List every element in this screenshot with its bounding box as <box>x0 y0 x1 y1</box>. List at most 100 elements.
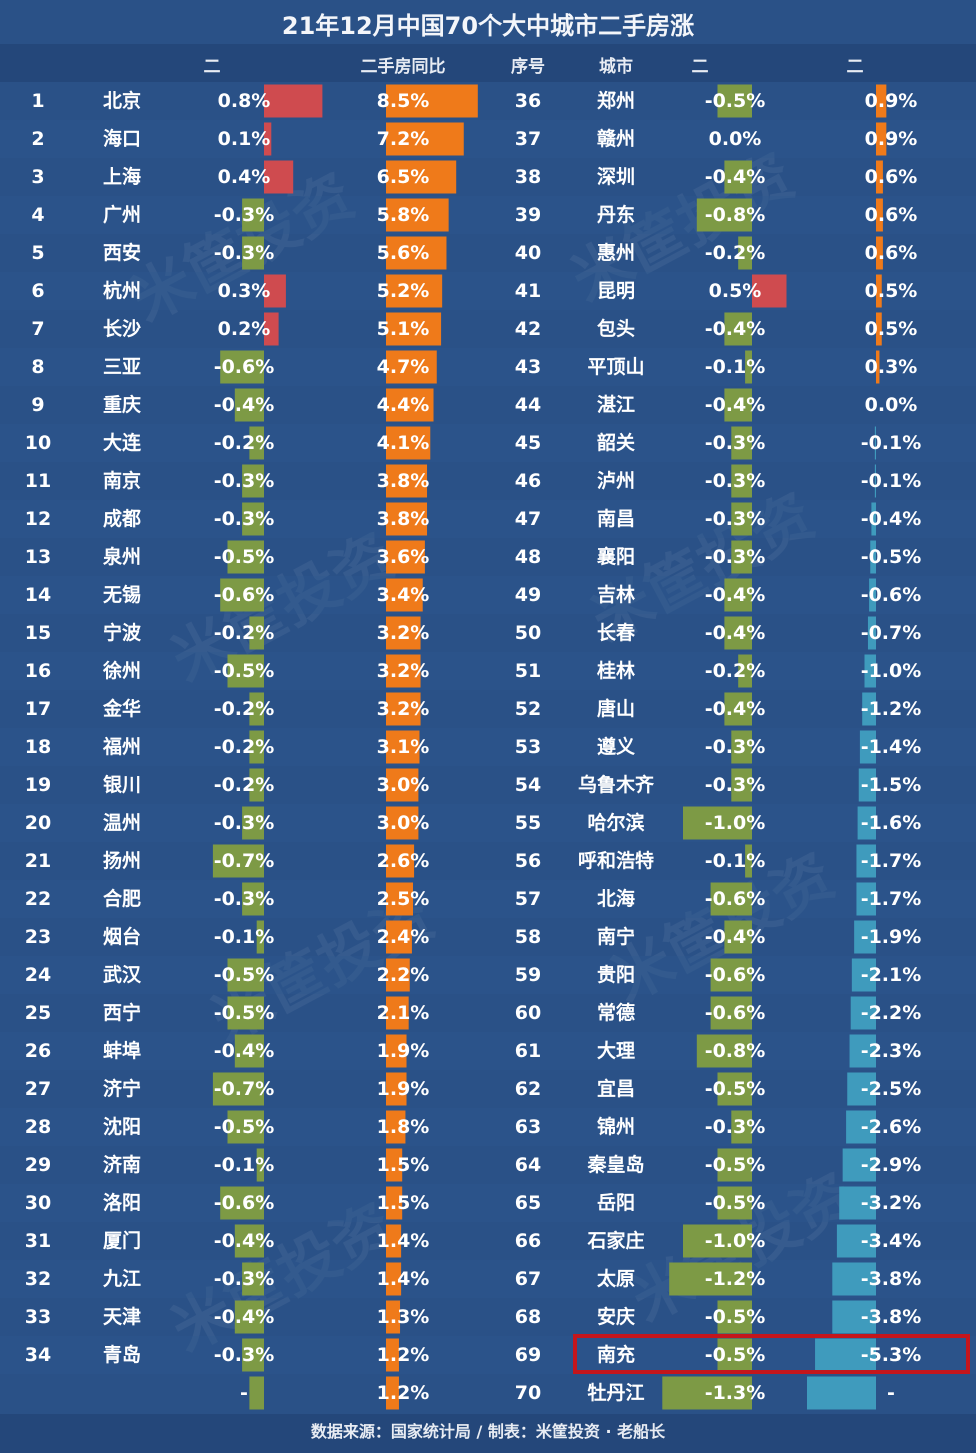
city-label: 平顶山 <box>587 356 644 378</box>
city-label: 丹东 <box>597 203 635 226</box>
city-label: 大理 <box>597 1039 635 1062</box>
mom-value-label: -0.3% <box>214 242 275 264</box>
mom-value-label: -0.1% <box>214 926 275 948</box>
rank-label: 48 <box>515 546 541 568</box>
yoy-value-label: -1.6% <box>861 812 922 834</box>
city-label: 无锡 <box>103 583 141 606</box>
mom-bar <box>249 730 264 764</box>
yoy-value-label: -3.2% <box>861 1192 922 1214</box>
yoy-value-label: 6.5% <box>377 166 430 188</box>
row-band <box>0 1108 976 1146</box>
mom-value-label: -0.4% <box>705 318 766 340</box>
city-label: 合肥 <box>103 887 141 910</box>
rank-label: 45 <box>515 432 541 454</box>
city-label: 泉州 <box>102 545 141 568</box>
mom-bar <box>249 1376 264 1410</box>
rank-label: 19 <box>25 774 51 796</box>
yoy-value-label: 5.8% <box>377 204 430 226</box>
mom-bar <box>717 1072 752 1106</box>
yoy-value-label: 5.6% <box>377 242 430 264</box>
city-label: 成都 <box>103 507 141 530</box>
mom-value-label: -0.3% <box>705 736 766 758</box>
mom-bar <box>242 1338 264 1372</box>
yoy-value-label: 1.2% <box>377 1344 430 1366</box>
rank-label: 11 <box>25 470 51 492</box>
yoy-bar <box>386 578 423 612</box>
mom-value-label: 0.0% <box>709 128 762 150</box>
yoy-bar <box>864 654 876 688</box>
yoy-bar <box>386 1262 402 1296</box>
city-label: 西宁 <box>103 1001 141 1024</box>
mom-value-label: -0.6% <box>705 964 766 986</box>
mom-bar <box>683 1224 752 1258</box>
yoy-bar <box>386 1224 402 1258</box>
mom-value-label: -0.4% <box>214 1230 275 1252</box>
mom-bar <box>731 768 752 802</box>
mom-bar <box>724 312 752 346</box>
yoy-bar <box>876 122 887 156</box>
city-label: 扬州 <box>103 849 141 872</box>
yoy-value-label: 1.4% <box>377 1268 430 1290</box>
mom-bar <box>249 426 264 460</box>
mom-bar <box>212 1072 264 1106</box>
rank-label: 4 <box>31 204 44 226</box>
yoy-value-label: 1.5% <box>377 1192 430 1214</box>
mom-value-label: -0.3% <box>705 432 766 454</box>
yoy-bar <box>876 274 882 308</box>
yoy-bar <box>386 540 425 574</box>
yoy-value-label: 1.3% <box>377 1306 430 1328</box>
mom-bar <box>212 844 264 878</box>
yoy-bar <box>876 160 883 194</box>
mom-bar <box>264 312 279 346</box>
city-label: 太原 <box>597 1267 635 1290</box>
mom-value-label: -0.3% <box>705 774 766 796</box>
yoy-value-label: -1.4% <box>861 736 922 758</box>
city-label: 吉林 <box>597 583 635 606</box>
rank-label: 3 <box>31 166 44 188</box>
header-col-mom-left: 二 <box>203 57 221 77</box>
yoy-value-label: -1.7% <box>861 850 922 872</box>
mom-bar <box>710 958 752 992</box>
rank-label: 70 <box>515 1382 541 1404</box>
rank-label: 13 <box>25 546 51 568</box>
mom-value-label: -0.3% <box>705 508 766 530</box>
yoy-bar <box>386 692 421 726</box>
yoy-value-label: 2.6% <box>377 850 430 872</box>
yoy-value-label: 0.6% <box>865 204 918 226</box>
city-label: 济宁 <box>103 1077 141 1100</box>
yoy-value-label: 3.8% <box>377 470 430 492</box>
header-col-city-right: 城市 <box>599 57 633 77</box>
yoy-value-label: -2.9% <box>861 1154 922 1176</box>
mom-bar <box>249 692 264 726</box>
mom-value-label: -0.5% <box>705 1154 766 1176</box>
mom-value-label: -0.1% <box>214 1154 275 1176</box>
mom-value-label: -0.3% <box>214 508 275 530</box>
rank-label: 56 <box>515 850 541 872</box>
mom-bar <box>242 236 264 270</box>
mom-bar <box>731 730 752 764</box>
rank-label: 2 <box>31 128 44 150</box>
city-label: 呼和浩特 <box>578 849 654 872</box>
mom-value-label: -0.2% <box>214 432 275 454</box>
yoy-bar <box>842 1148 876 1182</box>
city-label: 九江 <box>102 1268 141 1290</box>
yoy-value-label: -2.5% <box>861 1078 922 1100</box>
yoy-bar <box>386 236 447 270</box>
mom-bar <box>227 654 264 688</box>
yoy-value-label: 1.4% <box>377 1230 430 1252</box>
city-label: 南宁 <box>597 925 635 948</box>
yoy-bar <box>856 844 876 878</box>
rank-label: 39 <box>515 204 541 226</box>
mom-bar <box>256 920 264 954</box>
mom-bar <box>717 1338 752 1372</box>
mom-value-label: -0.1% <box>705 850 766 872</box>
mom-value-label: -0.4% <box>705 698 766 720</box>
yoy-bar <box>386 844 415 878</box>
yoy-value-label: 7.2% <box>377 128 430 150</box>
mom-value-label: -0.2% <box>705 660 766 682</box>
yoy-value-label: 2.1% <box>377 1002 430 1024</box>
mom-bar <box>662 1376 752 1410</box>
yoy-bar <box>386 502 428 536</box>
yoy-bar <box>386 1338 399 1372</box>
rank-label: 59 <box>515 964 541 986</box>
